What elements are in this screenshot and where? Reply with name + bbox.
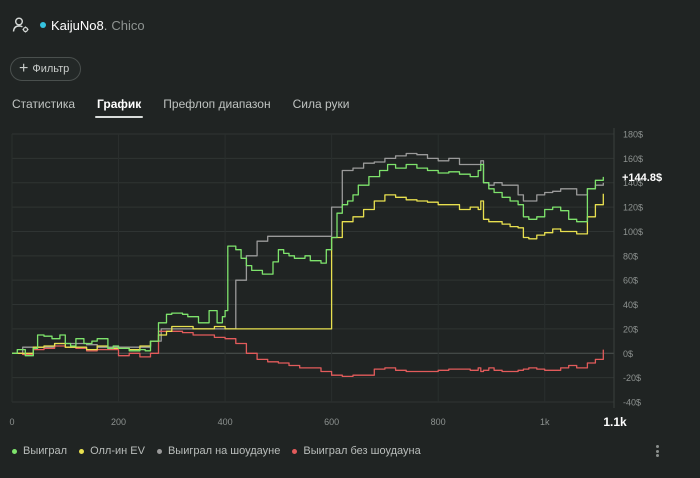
legend-label: Выиграл на шоудауне bbox=[167, 445, 281, 457]
y-tick-label: 40$ bbox=[623, 300, 638, 310]
legend-dot bbox=[292, 448, 298, 454]
legend-item-won[interactable]: Выиграл bbox=[12, 445, 67, 457]
y-tick-label: 120$ bbox=[623, 203, 643, 213]
y-tick-label: -20$ bbox=[623, 373, 641, 383]
legend-dot bbox=[12, 448, 17, 454]
name-separator: . bbox=[103, 17, 108, 33]
legend-item-won-showdown[interactable]: Выиграл на шоудауне bbox=[156, 445, 281, 457]
legend-dot bbox=[79, 448, 85, 454]
legend-dot bbox=[156, 448, 162, 454]
tab-bar: Статистика График Префлоп диапазон Сила … bbox=[12, 97, 371, 118]
legend-label: Выиграл bbox=[23, 445, 68, 457]
x-tick-label: 1k bbox=[540, 417, 550, 427]
y-tick-label: -40$ bbox=[623, 398, 641, 408]
series-line-3 bbox=[12, 330, 604, 378]
series-line-0 bbox=[12, 163, 604, 357]
chart-series bbox=[12, 152, 604, 378]
end-value-label: +144.8$ bbox=[622, 172, 662, 184]
status-dot bbox=[40, 22, 46, 28]
opponent-name: Chico bbox=[111, 17, 145, 33]
series-line-2 bbox=[12, 152, 604, 354]
x-axis-labels: 0 200 400 600 800 1k 1.1k bbox=[9, 415, 627, 429]
legend-item-won-no-showdown[interactable]: Выиграл без шоудауна bbox=[292, 445, 421, 457]
filter-button[interactable]: + Фильтр bbox=[10, 57, 82, 81]
tab-graph[interactable]: График bbox=[95, 97, 144, 118]
tab-statistics[interactable]: Статистика bbox=[12, 97, 76, 111]
tab-preflop-range[interactable]: Префлоп диапазон bbox=[163, 97, 271, 111]
chart-grid bbox=[11, 128, 615, 408]
legend-label: Выиграл без шоудауна bbox=[303, 445, 421, 457]
x-tick-label: 200 bbox=[111, 417, 126, 427]
filter-label: Фильтр bbox=[32, 63, 70, 75]
y-tick-label: 180$ bbox=[623, 130, 643, 140]
series-line-1 bbox=[12, 193, 604, 354]
y-tick-label: 80$ bbox=[623, 251, 638, 261]
y-tick-label: 160$ bbox=[623, 154, 643, 164]
y-tick-label: 0$ bbox=[623, 349, 633, 359]
y-tick-label: 140$ bbox=[623, 178, 643, 188]
x-tick-label: 800 bbox=[431, 417, 446, 427]
y-tick-label: 20$ bbox=[623, 324, 638, 334]
x-end-label: 1.1k bbox=[603, 415, 627, 429]
legend-item-allin-ev[interactable]: Олл-ин EV bbox=[79, 445, 145, 457]
player-name[interactable]: KaijuNo8 bbox=[51, 17, 104, 33]
chart-legend: Выиграл Олл-ин EV Выиграл на шоудауне Вы… bbox=[12, 445, 433, 457]
tab-hand-strength[interactable]: Сила руки bbox=[292, 97, 350, 111]
y-axis-labels: 180$ 160$ 140$ 120$ 100$ 80$ 60$ 40$ 20$ 0$ -20$ -4… bbox=[623, 130, 643, 408]
legend-label: Олл-ин EV bbox=[90, 445, 145, 457]
x-tick-label: 400 bbox=[218, 417, 233, 427]
profit-chart[interactable]: 180$ 160$ 140$ 120$ 100$ 80$ 60$ 40$ 20$ 0$ -20$ -4… bbox=[0, 120, 700, 440]
user-settings-icon[interactable] bbox=[12, 16, 30, 34]
player-header: KaijuNo8 . Chico bbox=[12, 14, 145, 36]
x-tick-label: 600 bbox=[324, 417, 339, 427]
more-options-icon[interactable] bbox=[651, 442, 663, 460]
chart-annotations: +144.8$ bbox=[622, 172, 662, 184]
x-tick-label: 0 bbox=[9, 417, 14, 427]
y-tick-label: 60$ bbox=[623, 276, 638, 286]
y-tick-label: 100$ bbox=[623, 227, 643, 237]
plus-icon: + bbox=[19, 60, 29, 77]
